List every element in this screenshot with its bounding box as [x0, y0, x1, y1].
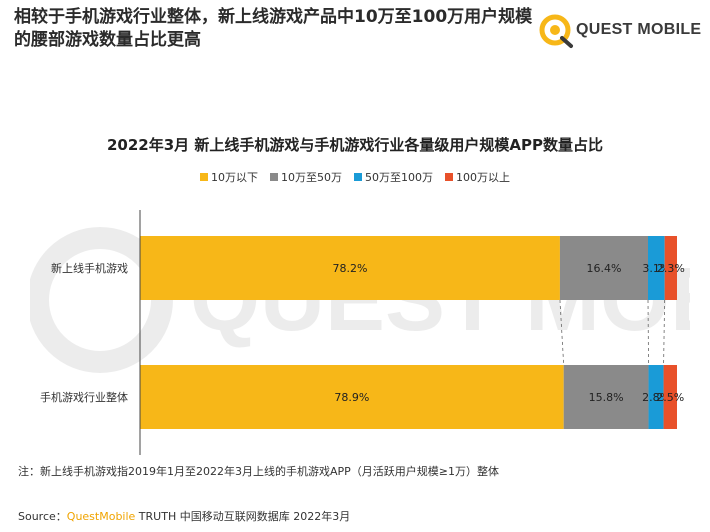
logo-text: QUEST MOBILE [576, 21, 702, 38]
bar-segment-0-2 [648, 236, 665, 300]
legend-label-over-100w: 100万以上 [456, 171, 510, 184]
legend-item-10w-50w: 10万至50万 [270, 169, 342, 185]
footnote: 注：新上线手机游戏指2019年1月至2022年3月上线的手机游戏APP（月活跃用… [18, 465, 499, 478]
category-label-0: 新上线手机游戏 [51, 261, 128, 275]
connector-line-2 [663, 299, 666, 366]
legend-item-over-100w: 100万以上 [445, 169, 510, 185]
chart-title: 2022年3月 新上线手机游戏与手机游戏行业各量级用户规模APP数量占比 [106, 136, 603, 154]
source-prefix: Source： [18, 510, 67, 523]
connector-line-1 [647, 299, 649, 366]
bar-segment-0-1 [559, 236, 649, 300]
bar-label-1-0: 78.9% [334, 391, 369, 404]
legend-swatch-50w-100w [354, 173, 362, 181]
bar-segment-0-3 [664, 236, 677, 300]
legend-swatch-10w-50w [270, 173, 278, 181]
legend-item-50w-100w: 50万至100万 [354, 169, 433, 185]
bar-label-0-3: 2.3% [657, 262, 685, 275]
legend-label-under-10w: 10万以下 [211, 171, 258, 184]
quest-mobile-logo: QUEST MOBILE [538, 10, 703, 52]
source-line: Source：QuestMobile TRUTH 中国移动互联网数据库 2022… [18, 508, 350, 524]
bar-label-1-3: 2.5% [656, 391, 684, 404]
bar-label-1-1: 15.8% [589, 391, 624, 404]
bar-label-0-0: 78.2% [332, 262, 367, 275]
legend-label-10w-50w: 10万至50万 [281, 171, 342, 184]
bar-segment-1-3 [663, 365, 677, 429]
legend-label-50w-100w: 50万至100万 [365, 171, 433, 184]
bar-segment-1-1 [563, 365, 649, 429]
category-label-1: 手机游戏行业整体 [40, 390, 128, 404]
source-brand: QuestMobile [66, 510, 136, 523]
source-rest: TRUTH 中国移动互联网数据库 2022年3月 [135, 510, 351, 523]
bar-segment-0-0 [140, 236, 560, 300]
bar-segment-1-0 [140, 365, 564, 429]
bar-label-0-2: 3.1% [642, 262, 670, 275]
legend-swatch-under-10w [200, 173, 208, 181]
quest-mobile-logo-icon [539, 14, 573, 48]
page-headline: 相较于手机游戏行业整体，新上线游戏产品中10万至100万用户规模的腰部游戏数量占… [14, 7, 533, 50]
connector-line-0 [559, 299, 565, 366]
bar-label-1-2: 2.8% [642, 391, 670, 404]
chart-legend: 10万以下 10万至50万 50万至100万 100万以上 [0, 169, 710, 185]
bar-segment-1-2 [648, 365, 664, 429]
bar-label-0-1: 16.4% [586, 262, 621, 275]
legend-item-under-10w: 10万以下 [200, 169, 258, 185]
legend-swatch-over-100w [445, 173, 453, 181]
